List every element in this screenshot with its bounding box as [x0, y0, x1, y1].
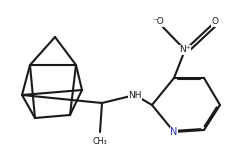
Text: N⁺: N⁺: [179, 46, 191, 55]
Text: ⁻O: ⁻O: [152, 18, 164, 27]
Text: N: N: [170, 127, 178, 137]
Text: O: O: [212, 18, 218, 27]
Text: CH₃: CH₃: [93, 137, 107, 146]
Text: NH: NH: [128, 91, 142, 100]
